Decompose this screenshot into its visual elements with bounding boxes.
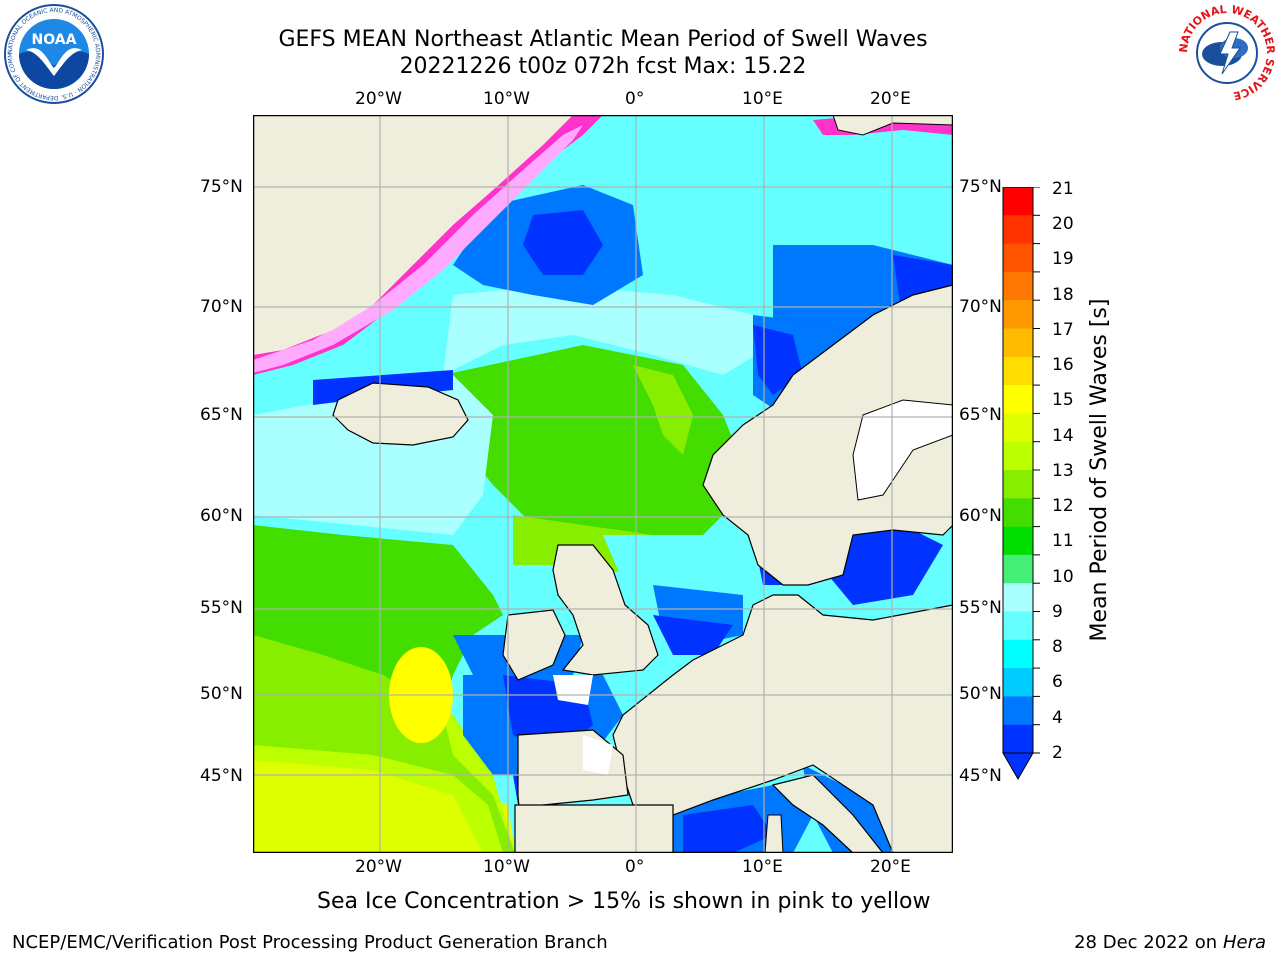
swell-period-map: [253, 115, 953, 853]
lon-label-top-0: 0°: [625, 89, 645, 109]
colorbar-band: [1003, 300, 1033, 329]
land-iberia-south: [514, 804, 674, 853]
lat-label-left-65n: 65°N: [200, 405, 243, 425]
colorbar-band: [1003, 328, 1033, 358]
gulf-bothnia: [852, 399, 953, 501]
lat-label-left-45n: 45°N: [200, 766, 243, 786]
colorbar-band: [1003, 611, 1033, 641]
cbar-tick-4: 4: [1052, 708, 1063, 728]
colorbar-band: [1003, 356, 1033, 386]
svg-text:Mean Period of Swell Waves [s]: Mean Period of Swell Waves [s]: [1087, 299, 1112, 642]
lon-label-bottom-20w: 20°W: [355, 857, 402, 877]
lat-label-right-55n: 55°N: [959, 598, 1002, 618]
lat-label-right-65n: 65°N: [959, 405, 1002, 425]
lon-label-bottom-10w: 10°W: [483, 857, 530, 877]
lon-label-top-10w: 10°W: [483, 89, 530, 109]
sea-ice-caption: Sea Ice Concentration > 15% is shown in …: [317, 889, 931, 914]
swell-zone-baltic-blue: [828, 525, 943, 605]
colorbar-band: [1003, 724, 1033, 754]
lon-label-bottom-0: 0°: [625, 857, 645, 877]
lon-label-bottom-10e: 10°E: [742, 857, 783, 877]
colorbar-bands: [1003, 187, 1040, 754]
colorbar-band: [1003, 187, 1033, 216]
lon-label-top-20e: 20°E: [870, 89, 911, 109]
lon-label-top-20w: 20°W: [355, 89, 402, 109]
land-great-britain: [552, 544, 659, 676]
colorbar-band: [1003, 639, 1033, 669]
colorbar-band: [1003, 696, 1033, 726]
colorbar-band: [1003, 243, 1033, 273]
lat-label-left-50n: 50°N: [200, 684, 243, 704]
lon-label-top-10e: 10°E: [742, 89, 783, 109]
colorbar-band: [1003, 413, 1033, 443]
colorbar-band: [1003, 554, 1033, 584]
lat-label-right-60n: 60°N: [959, 506, 1002, 526]
swell-zone-w-green2: [253, 635, 515, 853]
graticule: [253, 115, 953, 853]
lat-label-right-70n: 70°N: [959, 297, 1002, 317]
cbar-tick-21: 21: [1052, 179, 1074, 199]
swell-zone-norway-deepblue: [753, 325, 803, 395]
footer-date-text: 28 Dec 2022 on: [1074, 932, 1218, 953]
cbar-tick-15: 15: [1052, 390, 1074, 410]
colorbar-band: [1003, 215, 1033, 245]
land-corsica-sardinia: [764, 814, 784, 853]
colorbar-band: [1003, 498, 1033, 528]
footer-date: 28 Dec 2022 on Hera: [1074, 932, 1266, 953]
cbar-tick-16: 16: [1052, 355, 1074, 375]
lat-label-right-50n: 50°N: [959, 684, 1002, 704]
swell-zone-north-deepblue: [523, 210, 603, 275]
colorbar-band: [1003, 385, 1033, 414]
footer-org: NCEP/EMC/Verification Post Processing Pr…: [12, 932, 608, 953]
footer-host: Hera: [1222, 932, 1266, 953]
chart-subtitle: 20221226 t00z 072h fcst Max: 15.22: [399, 54, 807, 79]
land-svalbard: [832, 115, 953, 136]
swell-zone-central-lime: [633, 365, 693, 455]
noaa-logo: NATIONAL OCEANIC AND ATMOSPHERIC ADMINIS…: [4, 4, 104, 104]
swell-zone-channel-blue: [653, 615, 733, 655]
cbar-tick-20: 20: [1052, 214, 1074, 234]
svg-text:NOAA: NOAA: [32, 32, 77, 48]
white-patch-iberia: [583, 735, 613, 775]
swell-zone-sw-yellow: [253, 755, 515, 853]
cbar-tick-17: 17: [1052, 320, 1074, 340]
cbar-tick-10: 10: [1052, 567, 1074, 587]
colorbar-band: [1003, 583, 1033, 612]
colorbar-band: [1003, 526, 1033, 556]
cbar-tick-9: 9: [1052, 602, 1063, 622]
colorbar-title: Mean Period of Swell Waves [s]: [1087, 299, 1112, 642]
colorbar-band: [1003, 271, 1033, 301]
colorbar-band: [1003, 470, 1033, 499]
cbar-tick-2: 2: [1052, 743, 1063, 763]
nws-logo: NATIONAL WEATHER SERVICE: [1178, 4, 1276, 102]
lat-label-right-45n: 45°N: [959, 766, 1002, 786]
cbar-tick-19: 19: [1052, 249, 1074, 269]
cbar-tick-18: 18: [1052, 285, 1074, 305]
sea-ice-greenland-inner: [253, 125, 583, 373]
lat-label-left-70n: 70°N: [200, 297, 243, 317]
cbar-tick-12: 12: [1052, 496, 1074, 516]
land-italy: [771, 774, 884, 853]
lon-label-bottom-20e: 20°E: [870, 857, 911, 877]
colorbar-extend-arrow: [1002, 752, 1034, 781]
land-scandinavia: [702, 284, 953, 586]
chart-title: GEFS MEAN Northeast Atlantic Mean Period…: [278, 27, 928, 52]
cbar-tick-6: 6: [1052, 672, 1063, 692]
land-iceland: [332, 382, 469, 446]
lat-label-left-55n: 55°N: [200, 598, 243, 618]
colorbar-band: [1003, 668, 1033, 697]
colorbar: [1002, 187, 1040, 781]
lat-label-left-75n: 75°N: [200, 177, 243, 197]
colorbar-band: [1003, 441, 1033, 471]
white-patch-biscay: [553, 675, 593, 705]
swell-zone-med-deepblue: [683, 805, 773, 853]
cbar-tick-13: 13: [1052, 461, 1074, 481]
lat-label-left-60n: 60°N: [200, 506, 243, 526]
land-ireland: [502, 609, 566, 681]
land-greenland: [253, 115, 573, 355]
lat-label-right-75n: 75°N: [959, 177, 1002, 197]
cbar-tick-11: 11: [1052, 531, 1074, 551]
cbar-tick-8: 8: [1052, 637, 1063, 657]
cbar-tick-14: 14: [1052, 426, 1074, 446]
